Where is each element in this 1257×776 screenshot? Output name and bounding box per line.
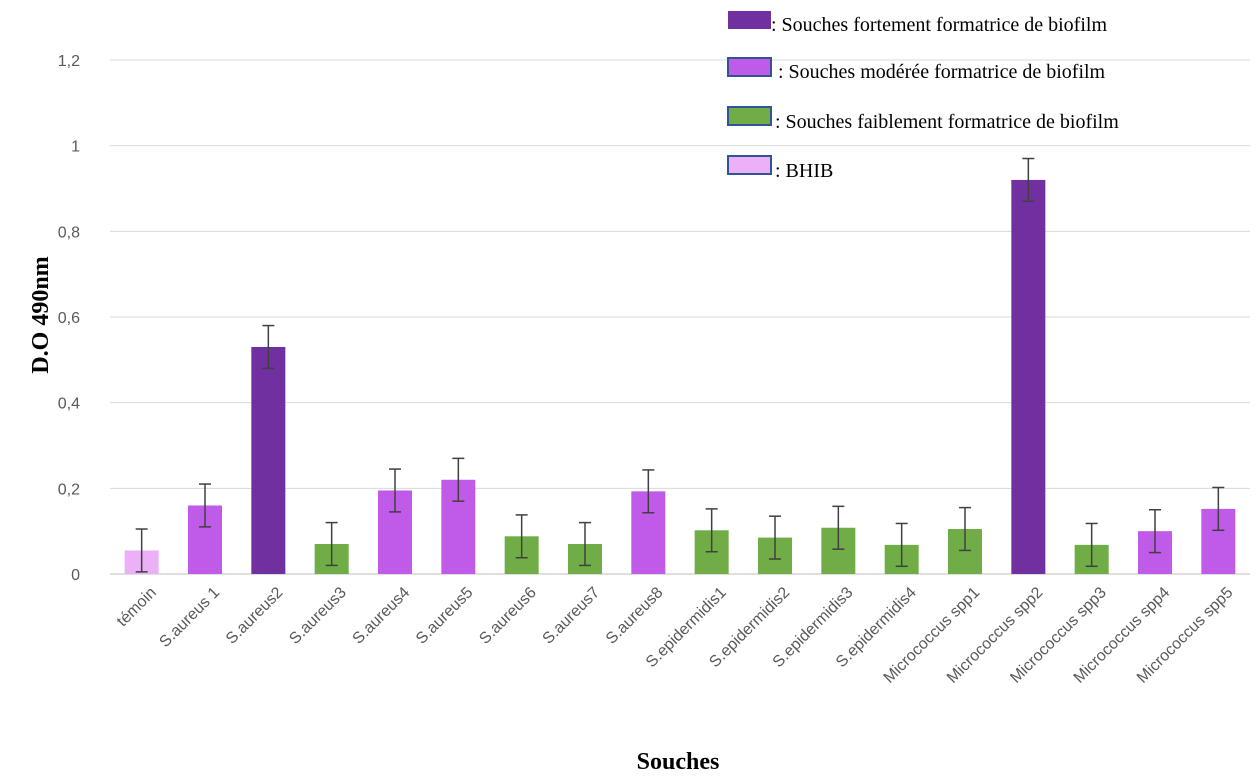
- x-tick-label: S.aureus7: [540, 584, 604, 648]
- bar: [251, 346, 286, 574]
- legend-label: : Souches modérée formatrice de biofilm: [778, 61, 1106, 83]
- error-bar: [262, 324, 275, 370]
- error-bar: [895, 522, 908, 568]
- x-tick-label: S.aureus 1: [156, 584, 223, 651]
- y-tick-label: 1: [71, 139, 80, 156]
- legend-swatch: [727, 155, 772, 175]
- x-tick-label: S.aureus6: [476, 584, 540, 648]
- error-bar: [325, 521, 338, 567]
- y-tick-label: 1,2: [58, 53, 80, 70]
- legend-item: : BHIB: [727, 155, 833, 182]
- error-bar: [1212, 486, 1225, 532]
- x-tick-label: témoin: [114, 584, 160, 630]
- error-bar: [959, 506, 971, 552]
- error-bar: [1085, 522, 1098, 568]
- legend-swatch: [727, 106, 772, 126]
- legend-label: : BHIB: [775, 160, 833, 182]
- y-tick-label: 0,6: [58, 310, 80, 327]
- error-bar: [199, 483, 211, 528]
- x-tick-label: S.aureus5: [413, 584, 477, 648]
- error-bar: [1149, 509, 1161, 554]
- bar: [1011, 179, 1046, 574]
- x-tick-label: S.aureus8: [603, 584, 667, 648]
- error-bar: [832, 505, 845, 550]
- gridlines: [110, 59, 1250, 575]
- y-axis-ticks: 0 0,2 0,4 0,6 0,8 1 1,2: [58, 53, 80, 584]
- legend-label: : Souches faiblement formatrice de biofi…: [775, 111, 1119, 133]
- x-tick-label: S.aureus3: [286, 584, 350, 648]
- error-bar: [769, 515, 781, 560]
- x-axis-title: Souches: [637, 749, 720, 775]
- legend: : Souches fortement formatrice de biofil…: [727, 11, 1119, 182]
- error-bar: [705, 508, 718, 553]
- legend-swatch: [728, 11, 771, 29]
- y-tick-label: 0: [71, 567, 80, 584]
- legend-item: : Souches faiblement formatrice de biofi…: [727, 106, 1119, 133]
- y-axis-title: D.O 490nm: [28, 256, 54, 373]
- y-tick-label: 0,2: [58, 481, 80, 498]
- error-bar: [642, 469, 655, 514]
- legend-swatch: [727, 57, 772, 77]
- error-bar: [135, 528, 148, 573]
- error-bar: [389, 468, 401, 513]
- y-tick-label: 0,4: [58, 396, 80, 413]
- bars: [124, 179, 1236, 574]
- legend-item: : Souches modérée formatrice de biofilm: [727, 57, 1106, 83]
- x-tick-label: S.aureus4: [350, 584, 414, 648]
- error-bars: [135, 157, 1225, 573]
- error-bar: [579, 521, 591, 567]
- y-tick-label: 0,8: [58, 224, 80, 241]
- error-bar: [452, 457, 465, 502]
- legend-item: : Souches fortement formatrice de biofil…: [728, 11, 1107, 36]
- x-tick-label: S.aureus2: [223, 584, 287, 648]
- error-bar: [1022, 157, 1035, 203]
- legend-label: : Souches fortement formatrice de biofil…: [771, 14, 1107, 36]
- error-bar: [515, 514, 528, 559]
